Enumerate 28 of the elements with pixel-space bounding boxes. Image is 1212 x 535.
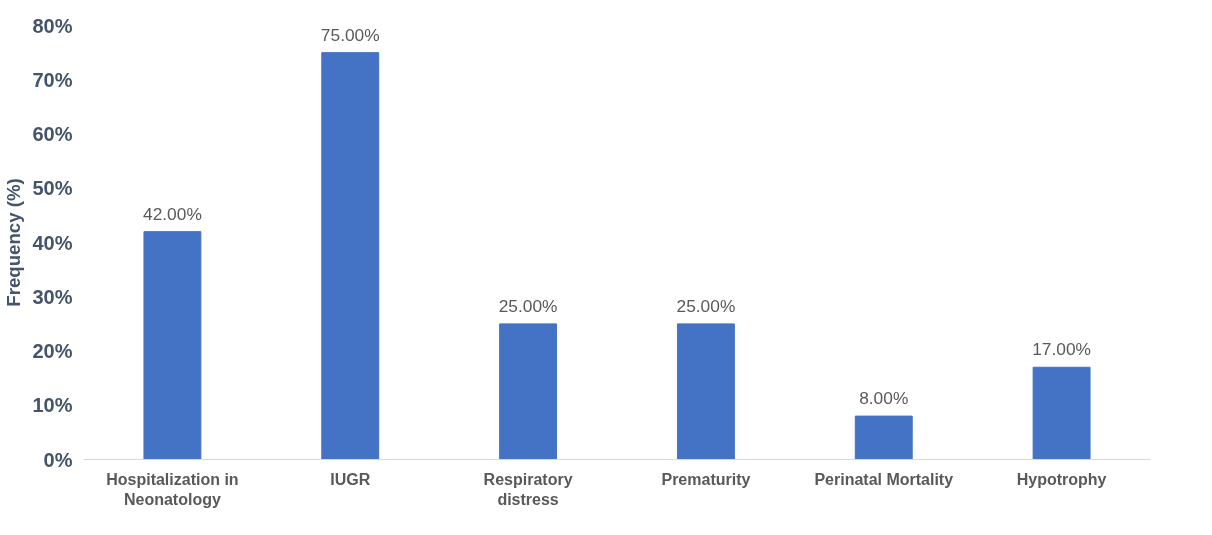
y-axis-title: Frequency (%)	[3, 178, 25, 307]
data-label: 75.00%	[320, 24, 380, 45]
x-tick-label: IUGR	[330, 470, 371, 488]
y-tick-label: 0%	[43, 448, 73, 471]
data-label: 8.00%	[859, 388, 909, 409]
data-label: 25.00%	[676, 295, 736, 316]
y-tick-label: 60%	[32, 123, 73, 145]
y-tick-label: 10%	[32, 394, 73, 417]
x-tick-label: Perinatal Mortality	[814, 470, 954, 488]
y-tick-label: 70%	[32, 68, 73, 91]
x-tick-label: Prematurity	[661, 470, 751, 488]
data-label: 25.00%	[498, 295, 558, 316]
data-label: 42.00%	[143, 203, 202, 224]
y-tick-label: 80%	[32, 14, 73, 37]
x-tick-label: Respiratory distress	[483, 470, 573, 508]
bar	[1032, 366, 1091, 460]
y-tick-label: 40%	[32, 231, 73, 254]
bar	[321, 52, 380, 460]
y-tick-label: 30%	[32, 285, 73, 308]
y-tick-label: 20%	[32, 340, 73, 362]
bar	[854, 415, 913, 460]
x-tick-label: Hypotrophy	[1016, 470, 1107, 488]
y-tick-label: 50%	[32, 177, 73, 200]
bar	[499, 323, 558, 460]
bar	[143, 231, 202, 460]
data-label: 17.00%	[1032, 339, 1091, 360]
x-tick-label: Hospitalization in Neonatology	[106, 470, 239, 508]
bar	[676, 323, 735, 460]
